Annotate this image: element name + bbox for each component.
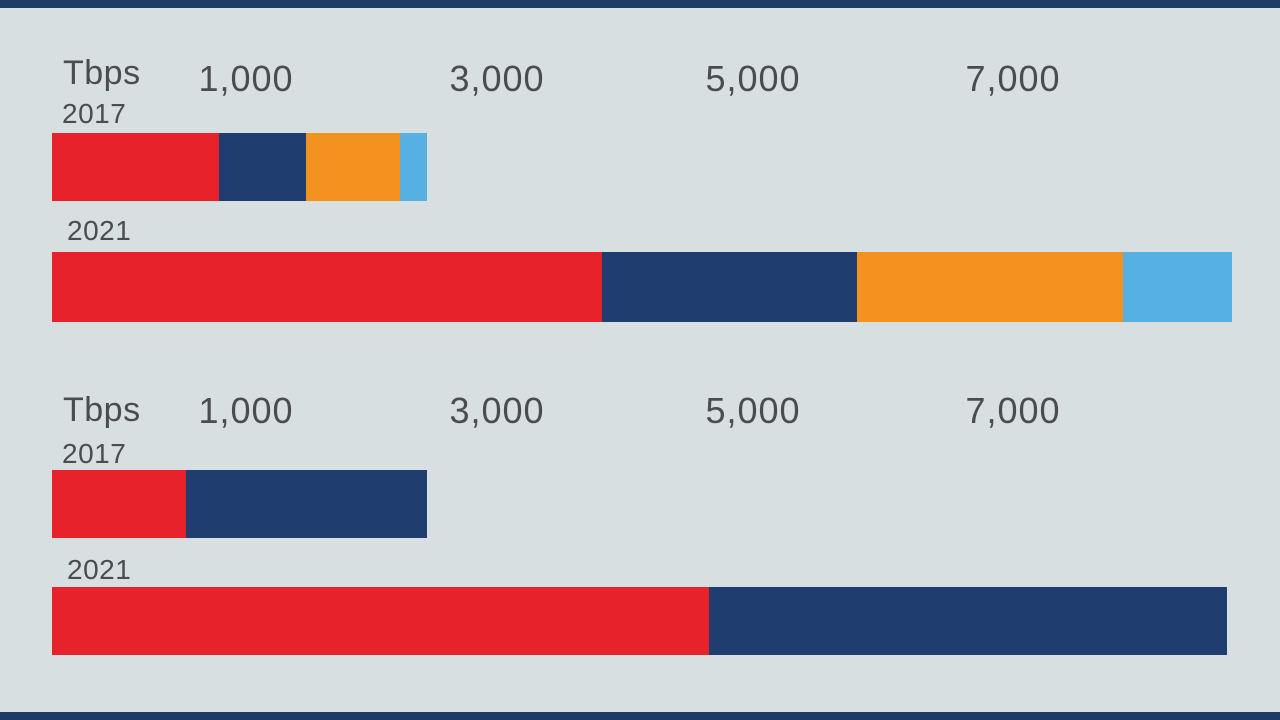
axis-tick-label: 1,000 <box>198 390 294 431</box>
bar-segment-red <box>52 133 219 201</box>
bar-segment-navy <box>186 470 427 538</box>
axis-unit-label: Tbps <box>63 54 141 92</box>
axis-tick-label: 5,000 <box>705 58 801 99</box>
stacked-bar-2017 <box>52 470 427 538</box>
stacked-bar-2021 <box>52 252 1232 322</box>
year-label: 2017 <box>62 438 127 469</box>
bar-segment-navy <box>219 133 306 201</box>
axis-tick-label: 3,000 <box>449 390 545 431</box>
axis-tick-label: 7,000 <box>965 58 1061 99</box>
axis-tick-label: 3,000 <box>449 58 545 99</box>
year-label: 2021 <box>67 554 132 585</box>
axis-tick-label: 1,000 <box>198 58 294 99</box>
bar-segment-light_blue <box>1123 252 1232 322</box>
bar-segment-orange <box>306 133 400 201</box>
stacked-bar-2021 <box>52 587 1227 655</box>
bar-segment-red <box>52 470 186 538</box>
bar-segment-navy <box>602 252 857 322</box>
axis-tick-label: 7,000 <box>965 390 1061 431</box>
stacked-bar-2017 <box>52 133 427 201</box>
axis-tick-label: 5,000 <box>705 390 801 431</box>
bottom-edge-strip <box>0 712 1280 720</box>
bar-segment-red <box>52 587 709 655</box>
bar-segment-light_blue <box>400 133 427 201</box>
axis-unit-label: Tbps <box>63 391 141 429</box>
top-edge-strip <box>0 0 1280 8</box>
bar-segment-orange <box>857 252 1123 322</box>
year-label: 2021 <box>67 215 132 246</box>
year-label: 2017 <box>62 98 127 129</box>
bar-segment-navy <box>709 587 1227 655</box>
bar-segment-red <box>52 252 602 322</box>
